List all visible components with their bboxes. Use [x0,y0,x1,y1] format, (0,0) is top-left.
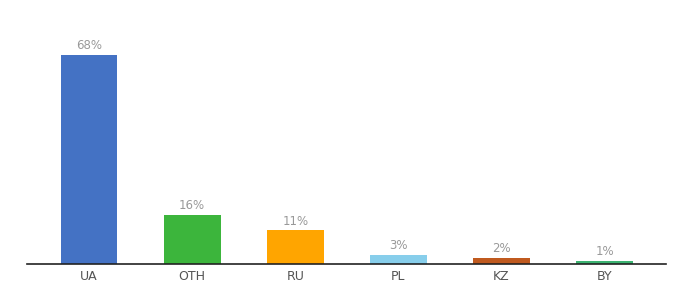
Text: 2%: 2% [492,242,511,255]
Text: 11%: 11% [282,215,308,228]
Text: 1%: 1% [595,245,614,259]
Text: 3%: 3% [389,239,407,252]
Bar [164,215,220,264]
Bar [267,230,324,264]
Bar [370,255,427,264]
Bar [576,261,633,264]
Text: 68%: 68% [76,39,102,52]
Bar [473,258,530,264]
Bar [61,55,118,264]
Text: 16%: 16% [179,199,205,212]
